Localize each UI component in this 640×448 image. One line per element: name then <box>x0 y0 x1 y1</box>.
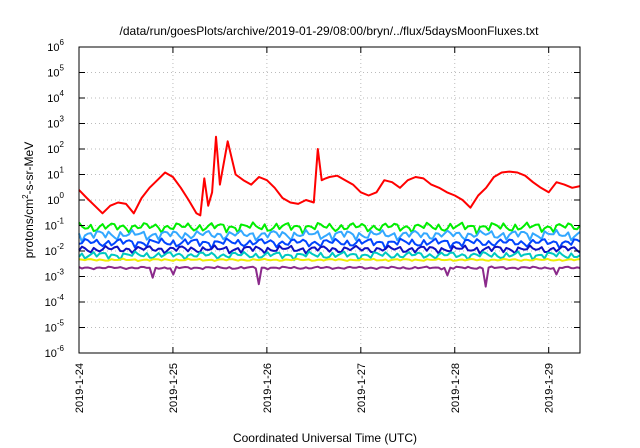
series-line-2 <box>78 221 581 236</box>
y-tick-label: 10-1 <box>45 217 65 233</box>
x-axis-label: Coordinated Universal Time (UTC) <box>233 431 417 445</box>
y-tick-label: 104 <box>47 89 64 105</box>
x-tick-label: 2019-1-29 <box>544 363 556 413</box>
series-line-8 <box>78 265 581 288</box>
series-line-3 <box>78 228 581 243</box>
x-axis: 2019-1-24 2019-1-25 2019-1-26 2019-1-27 2019… <box>74 47 556 413</box>
y-tick-label: 100 <box>47 191 64 207</box>
series-line-4 <box>78 237 581 250</box>
y-tick-label: 10-5 <box>45 319 65 335</box>
y-axis: 10-6 10-5 10-4 10-3 10-2 10-1 100 101 102 103 104 1… <box>45 38 580 360</box>
plot-frame <box>78 46 581 354</box>
series-line-6 <box>78 250 581 262</box>
y-tick-label: 106 <box>47 38 64 54</box>
y-tick-label: 10-2 <box>45 242 65 258</box>
series-line-1 <box>78 135 581 217</box>
y-tick-label: 101 <box>47 166 64 182</box>
y-tick-label: 10-6 <box>45 344 65 360</box>
chart-title: /data/run/goesPlots/archive/2019-01-29/0… <box>120 24 540 38</box>
x-tick-label: 2019-1-26 <box>262 363 274 413</box>
x-tick-label: 2019-1-28 <box>450 363 462 413</box>
y-tick-label: 103 <box>47 115 64 131</box>
grid <box>78 47 580 353</box>
y-tick-label: 10-3 <box>45 268 65 284</box>
x-tick-label: 2019-1-25 <box>168 363 180 413</box>
series-line-7 <box>78 257 581 262</box>
series-line-5 <box>78 244 581 255</box>
y-axis-label: protons/cm2-s-sr-MeV <box>21 142 36 258</box>
y-tick-label: 10-4 <box>45 293 65 309</box>
x-tick-label: 2019-1-27 <box>356 363 368 413</box>
series-layer <box>78 135 581 288</box>
x-tick-label: 2019-1-24 <box>74 363 86 413</box>
y-tick-label: 105 <box>47 64 64 80</box>
y-tick-label: 102 <box>47 140 64 156</box>
